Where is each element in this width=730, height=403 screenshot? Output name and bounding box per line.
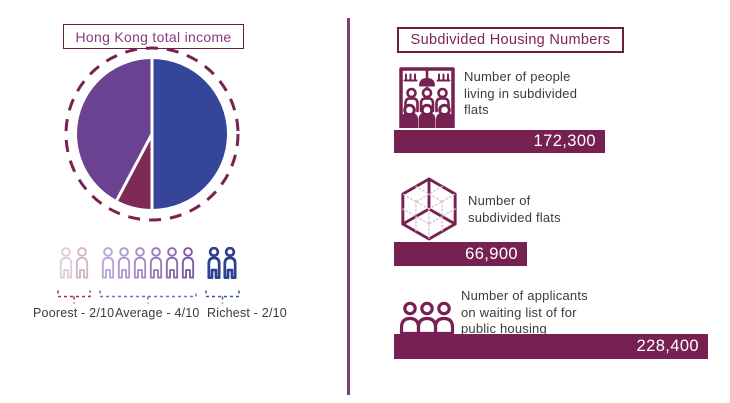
stat2-label-line2: subdivided flats bbox=[468, 209, 561, 225]
stat3-label-line2: on waiting list of for bbox=[461, 304, 577, 320]
person-icon bbox=[164, 246, 180, 280]
person-icon bbox=[100, 246, 116, 280]
stat2-value-bar: 66,900 bbox=[394, 242, 527, 266]
poorest-group-icons bbox=[58, 246, 90, 280]
average-bracket bbox=[99, 290, 197, 304]
cube-dotted-lines bbox=[402, 185, 456, 240]
person-icon bbox=[180, 246, 196, 280]
stat3-label-line3: public housing bbox=[461, 321, 547, 336]
average-group-icons bbox=[100, 246, 196, 280]
left-panel-title: Hong Kong total income bbox=[63, 24, 244, 49]
richest-label: Richest - 2/10 bbox=[207, 306, 287, 320]
average-label: Average - 4/10 bbox=[115, 306, 200, 320]
person-icon bbox=[206, 246, 222, 280]
stat1-label-line1: Number of people bbox=[464, 69, 571, 84]
crowded-room-icon bbox=[398, 66, 456, 128]
right-panel-title: Subdivided Housing Numbers bbox=[397, 27, 624, 53]
stat3-label-line1: Number of applicants bbox=[461, 288, 588, 303]
stat1-value-bar: 172,300 bbox=[394, 130, 605, 153]
pie-dashed-ring bbox=[64, 46, 240, 222]
person-icon bbox=[132, 246, 148, 280]
person-icon bbox=[116, 246, 132, 280]
stat1-value: 172,300 bbox=[533, 132, 596, 150]
poorest-label: Poorest - 2/10 bbox=[33, 306, 115, 320]
person-icon bbox=[222, 246, 238, 280]
stat3-value: 228,400 bbox=[636, 337, 699, 355]
left-title-text: Hong Kong total income bbox=[75, 28, 232, 45]
person-icon bbox=[58, 246, 74, 280]
stat1-label: Number of people living in subdivided fl… bbox=[464, 69, 634, 119]
person-icon bbox=[74, 246, 90, 280]
stat2-label-line1: Number of bbox=[468, 193, 531, 208]
stat2-value: 66,900 bbox=[465, 244, 518, 263]
subdivided-cube-icon bbox=[398, 176, 460, 242]
income-decile-pictogram bbox=[58, 246, 238, 280]
people-group-icon bbox=[399, 301, 455, 335]
right-title-text: Subdivided Housing Numbers bbox=[410, 32, 611, 48]
pie-slice-average bbox=[77, 59, 152, 201]
richest-group-icons bbox=[206, 246, 238, 280]
vertical-divider bbox=[347, 18, 350, 395]
person-icon bbox=[148, 246, 164, 280]
pie-slice-richest bbox=[152, 59, 227, 209]
richest-bracket bbox=[205, 290, 240, 304]
stat3-value-bar: 228,400 bbox=[394, 334, 708, 359]
stat3-label: Number of applicants on waiting list of … bbox=[461, 288, 641, 338]
pie-slice-separators bbox=[115, 59, 154, 209]
stat1-label-line2: living in subdivided bbox=[464, 85, 578, 101]
stat2-label: Number of subdivided flats bbox=[468, 193, 638, 226]
stat1-label-line3: flats bbox=[464, 102, 489, 117]
poorest-bracket bbox=[57, 290, 91, 304]
income-pie-chart bbox=[64, 46, 240, 222]
